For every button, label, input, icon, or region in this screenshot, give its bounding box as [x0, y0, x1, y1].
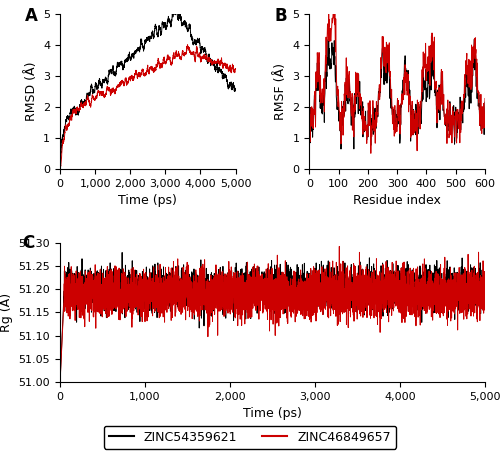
X-axis label: Time (ps): Time (ps) [243, 408, 302, 420]
Legend: ZINC54359621, ZINC46849657: ZINC54359621, ZINC46849657 [104, 426, 396, 449]
Text: C: C [22, 234, 34, 252]
X-axis label: Time (ps): Time (ps) [118, 194, 177, 207]
X-axis label: Residue index: Residue index [354, 194, 441, 207]
Y-axis label: Rg (Å): Rg (Å) [0, 293, 13, 332]
Text: B: B [274, 7, 287, 25]
Text: A: A [25, 7, 38, 25]
Y-axis label: RMSF (Å): RMSF (Å) [274, 63, 287, 120]
Y-axis label: RMSD (Å): RMSD (Å) [24, 61, 38, 121]
